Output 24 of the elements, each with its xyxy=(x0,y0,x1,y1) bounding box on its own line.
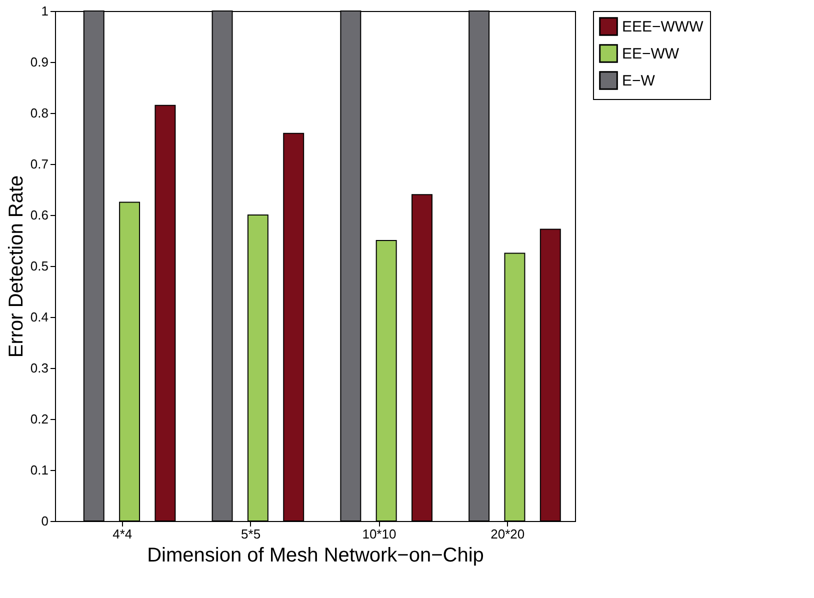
x-tick-label: 4*4 xyxy=(112,526,132,542)
y-tick-label: 1 xyxy=(41,4,48,18)
y-tick-label: 0.7 xyxy=(30,156,48,172)
y-tick-label: 0.2 xyxy=(30,412,48,426)
y-tick-label: 0 xyxy=(41,514,48,528)
bar xyxy=(154,104,176,522)
legend-label: EEE−WWW xyxy=(622,18,704,36)
x-axis-title: Dimension of Mesh Network−on−Chip xyxy=(147,544,484,566)
x-tick-label: 20*20 xyxy=(490,526,525,542)
y-tick-label: 0.4 xyxy=(30,310,48,324)
y-tick-label: 0.8 xyxy=(30,106,48,120)
legend-label: EE−WW xyxy=(622,46,680,62)
bar xyxy=(540,228,561,522)
bar xyxy=(412,194,432,522)
bar xyxy=(283,132,304,522)
y-tick-label: 0.3 xyxy=(30,360,48,376)
x-tick-label: 5*5 xyxy=(241,526,261,542)
y-axis-title: Error Detection Rate xyxy=(5,175,28,358)
y-tick-label: 0.9 xyxy=(30,54,48,70)
y-tick-label: 0.5 xyxy=(30,258,48,274)
y-tick-label: 0.1 xyxy=(30,462,48,478)
y-tick-label: 0.6 xyxy=(30,208,48,222)
x-tick-label: 10*10 xyxy=(362,526,396,542)
legend-label: E−W xyxy=(622,72,656,90)
